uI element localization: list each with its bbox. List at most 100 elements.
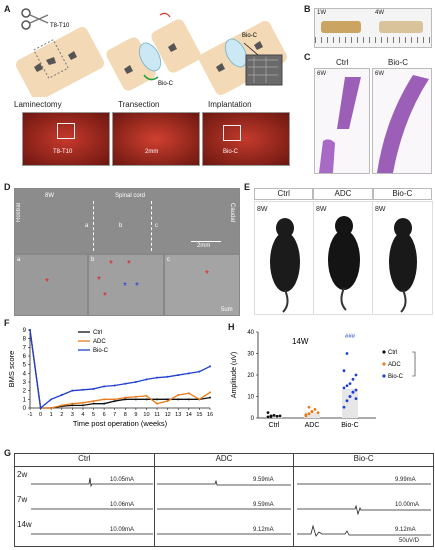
h-point-bio-c [342,369,346,373]
h-point-bio-c [345,352,349,355]
photo-label-3: Bio-C [223,149,239,155]
h-point-bio-c [345,384,349,388]
surgery-photo-implantation: Bio-C [202,112,290,166]
f-xtick-label: 10 [143,412,149,418]
f-ytick-label: 0 [23,406,27,412]
f-ytick-label: 3 [23,380,27,386]
step-label-implantation: Implantation [208,100,252,109]
amp-ctrl-7w: 10.06mA [110,502,135,508]
panel-label-f: F [4,318,10,328]
mouse-photo-bioc: 8W [372,201,433,315]
f-ytick-label: 2 [23,389,27,395]
f-xtick-label: 11 [154,412,160,418]
levels-label: T8-T10 [50,23,70,29]
f-xtick-label: 0 [39,412,42,418]
mouse-header-ctrl: Ctrl [254,188,314,200]
f-xtick-label: 9 [134,412,137,418]
f-legend-label-adc: ADC [93,339,106,345]
step-label-transection: Transection [118,100,160,109]
sem-detail-c: c * 5um [164,254,240,316]
mep-traces-panel: Ctrl ADC Bio-C 2w 7w 14w 10.05mA 9.59mA … [14,453,434,547]
f-xtick-label: 16 [207,412,213,418]
f-xtick-label: 1 [50,412,53,418]
spine-tube-laminectomy [15,27,105,97]
panel-label-c: C [304,52,311,62]
scissors-icon [21,8,49,30]
panel-label-g: G [4,448,12,458]
panel-label-b: B [304,4,311,14]
h-legend-label-ctrl: Ctrl [388,350,397,356]
f-point-ctrl [187,398,190,401]
amplitude-scatter-chart: 0 10 20 30 40 Amplitude (uV) 14W Ctrl ADC Bio-C ##… [231,330,416,429]
f-xlabel: Time post operation (weeks) [73,419,168,428]
f-point-adc [103,398,106,401]
sem-week: 8W [45,193,54,199]
h-point-bio-c [351,390,355,394]
f-legend-label-bio-c: Bio-C [93,348,109,354]
f-xtick-label: -1 [28,412,33,418]
sem-overview: 8W Spinal cord Rostral Caudal a b c 2mm [14,188,240,254]
sem-sub-a: a [17,257,21,263]
h-mean-bar-ctrl [266,415,282,418]
f-point-adc [187,392,190,395]
h-legend-marker-ctrl [382,350,386,354]
f-point-adc [81,401,84,404]
f-point-bio-c [187,372,190,375]
week-label-4w: 4W [375,10,384,16]
h-ytick-label: 20 [247,373,254,379]
panel-label-a: A [4,4,11,14]
surgery-schematic: T8-T10 Bio-C Bio-C [15,8,288,97]
f-point-adc [145,394,148,397]
f-point-bio-c [209,365,211,368]
sem-seg-c: c [155,223,158,229]
h-significance: ### [345,334,356,340]
f-ytick-label: 1 [23,397,27,403]
f-point-ctrl [92,402,95,405]
f-ytick-label: 5 [23,363,27,369]
f-xtick-label: 3 [71,412,74,418]
h-point-adc [316,411,320,415]
mouse-group-headers: Ctrl ADC Bio-C [254,188,432,200]
sem-caudal: Caudal [229,203,235,223]
amp-adc-2w: 9.59mA [253,477,274,483]
f-xtick-label: 7 [113,412,116,418]
sem-detail-b: b * * * * * * [88,254,164,316]
f-ytick-label: 6 [23,354,27,360]
f-xtick-label: 14 [186,412,192,418]
amp-adc-14w: 9.12mA [253,527,274,533]
f-point-ctrl [177,398,180,401]
f-point-adc [209,391,211,394]
f-line-adc [29,329,211,409]
f-point-bio-c [124,382,127,385]
h-ytick-label: 0 [251,416,255,422]
f-point-ctrl [103,402,106,405]
h-point-ctrl [266,415,270,419]
sem-seg-b: b [119,223,123,229]
f-point-bio-c [29,329,31,331]
amp-ctrl-14w: 10.09mA [110,527,135,533]
photo-label-2: 2mm [145,149,159,155]
mouse-photo-ctrl: 8W [254,201,315,315]
f-point-bio-c [39,407,42,409]
h-week-label: 14W [292,337,309,346]
h-bracket [412,351,416,377]
trace-lines [31,477,431,537]
photo-label-1: T8-T10 [53,149,73,155]
h-point-adc [307,405,311,409]
f-point-ctrl [134,398,137,401]
f-xtick-label: 13 [175,412,181,418]
f-point-bio-c [103,385,106,388]
f-point-adc [113,398,116,401]
h-point-adc [304,413,308,417]
h-legend-marker-bio-c [382,374,386,378]
f-xtick-label: 12 [165,412,171,418]
h-point-bio-c [342,386,346,390]
f-xtick-label: 15 [196,412,202,418]
h-point-bio-c [354,397,358,401]
f-point-ctrl [209,396,211,399]
f-point-ctrl [156,398,159,401]
sem-spinal-cord: Spinal cord [115,193,146,199]
sem-sub-b: b [91,257,95,263]
trace-col-ctrl: Ctrl [15,454,155,466]
